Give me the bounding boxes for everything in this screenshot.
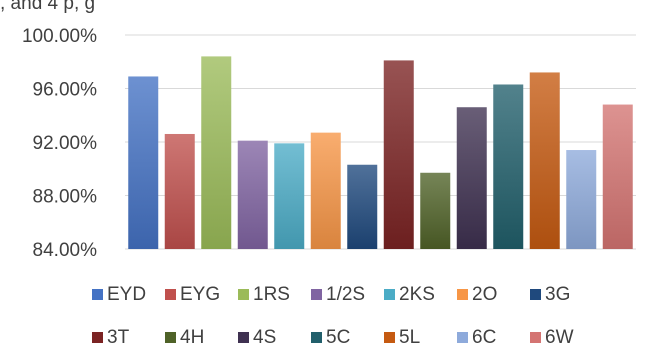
cropped-caption-text: , and 4 p, g	[0, 0, 95, 14]
legend-label: 2O	[472, 284, 497, 305]
legend-label: 3T	[107, 327, 130, 348]
legend-swatch	[384, 289, 395, 300]
legend-swatch	[311, 332, 322, 343]
bar-2O	[310, 132, 341, 249]
y-tick-label: 92.00%	[33, 133, 98, 154]
bar-4S	[456, 107, 487, 249]
y-tick-label: 100.00%	[22, 26, 97, 47]
legend-swatch	[238, 289, 249, 300]
bar-1/2S	[237, 140, 268, 249]
legend: EYD EYG 1RS 1/2S 2KS 2O 3G 3T 4H 4S 5C 5L 6C 6W	[92, 284, 574, 348]
legend-swatch	[530, 332, 541, 343]
bar-3T	[383, 60, 414, 249]
legend-label: EYD	[107, 284, 146, 305]
bar-EYG	[164, 133, 195, 249]
bar-6C	[566, 150, 597, 249]
legend-swatch	[457, 332, 468, 343]
bar-2KS	[274, 143, 305, 249]
y-tick-label: 84.00%	[33, 240, 98, 261]
bar-5L	[529, 72, 560, 249]
legend-label: 5C	[326, 327, 350, 348]
legend-label: 3G	[545, 284, 570, 305]
y-tick-label: 88.00%	[33, 187, 98, 208]
legend-swatch	[165, 289, 176, 300]
legend-swatch	[92, 332, 103, 343]
bar-5C	[493, 84, 524, 249]
y-tick-label: 96.00%	[33, 80, 98, 101]
legend-swatch	[384, 332, 395, 343]
legend-label: 2KS	[399, 284, 435, 305]
y-axis-tick-labels: 84.00% 88.00% 92.00% 96.00% 100.00%	[22, 26, 97, 261]
legend-swatch	[92, 289, 103, 300]
bar-EYD	[128, 76, 159, 250]
legend-label: 1RS	[253, 284, 290, 305]
legend-label: 6W	[545, 327, 574, 348]
legend-label: 4S	[253, 327, 276, 348]
bar-1RS	[201, 56, 232, 250]
bar-3G	[347, 164, 378, 249]
bars	[128, 56, 633, 250]
legend-swatch	[165, 332, 176, 343]
legend-swatch	[238, 332, 249, 343]
bar-4H	[420, 172, 451, 249]
legend-swatch	[457, 289, 468, 300]
bar-6W	[602, 104, 633, 249]
legend-label: 6C	[472, 327, 496, 348]
legend-label: 1/2S	[326, 284, 365, 305]
legend-swatch	[311, 289, 322, 300]
legend-label: 4H	[180, 327, 204, 348]
legend-label: EYG	[180, 284, 220, 305]
legend-swatch	[530, 289, 541, 300]
legend-label: 5L	[399, 327, 420, 348]
